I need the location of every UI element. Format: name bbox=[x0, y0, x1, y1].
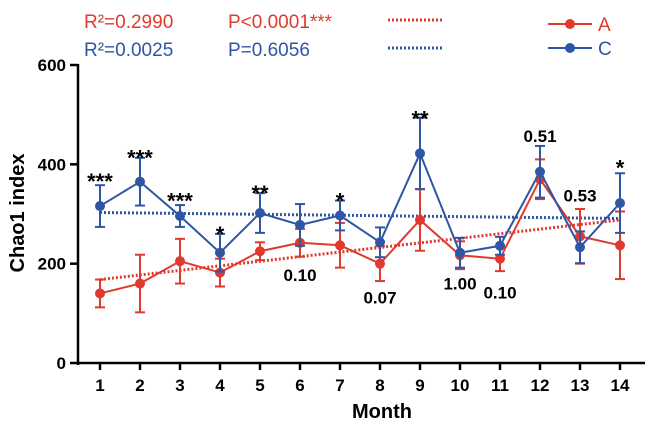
x-tick-label-2: 2 bbox=[135, 376, 144, 395]
point-c-3 bbox=[175, 210, 185, 221]
annotation-month-13: 0.53 bbox=[563, 187, 596, 206]
x-tick-label-6: 6 bbox=[295, 376, 304, 395]
annotation-month-3: *** bbox=[167, 189, 193, 214]
annotation-month-1: *** bbox=[87, 169, 113, 194]
point-a-11 bbox=[495, 253, 505, 264]
legend-marker-a bbox=[565, 19, 575, 29]
x-tick-label-12: 12 bbox=[531, 376, 550, 395]
x-axis-title: Month bbox=[352, 401, 412, 423]
x-tick-label-3: 3 bbox=[175, 376, 184, 395]
point-c-9 bbox=[415, 148, 425, 159]
point-a-7 bbox=[335, 240, 345, 251]
y-ticks: 0 200 400 600 bbox=[38, 56, 78, 373]
point-c-2 bbox=[135, 176, 145, 187]
legend-label-a: A bbox=[598, 15, 611, 36]
stats-header: R²=0.2990 P<0.0001*** R²=0.0025 P=0.6056 bbox=[84, 12, 442, 61]
point-a-5 bbox=[255, 246, 265, 257]
point-a-8 bbox=[375, 258, 385, 269]
annotation-month-12: 0.51 bbox=[523, 127, 556, 146]
trend-line-a bbox=[99, 218, 621, 282]
x-tick-label-9: 9 bbox=[415, 376, 424, 395]
annotation-month-8: 0.07 bbox=[363, 288, 396, 307]
point-c-13 bbox=[575, 242, 585, 253]
y-tick-label-0: 0 bbox=[57, 354, 66, 373]
point-c-6 bbox=[295, 219, 305, 230]
x-tick-label-8: 8 bbox=[375, 376, 384, 395]
point-a-3 bbox=[175, 256, 185, 267]
point-c-10 bbox=[455, 247, 465, 258]
y-tick-label-600: 600 bbox=[38, 56, 66, 75]
point-a-1 bbox=[95, 288, 105, 299]
trend-line-c bbox=[99, 211, 621, 220]
annotation-month-4: * bbox=[216, 222, 225, 247]
point-a-9 bbox=[415, 214, 425, 225]
point-c-5 bbox=[255, 208, 265, 219]
point-a-2 bbox=[135, 278, 145, 289]
x-ticks: 1 2 3 4 5 6 7 8 9 10 11 12 13 14 bbox=[95, 363, 630, 395]
x-tick-label-7: 7 bbox=[335, 376, 344, 395]
point-c-7 bbox=[335, 210, 345, 221]
annotation-month-7: * bbox=[336, 189, 345, 214]
series-line-c bbox=[99, 150, 621, 255]
stat-c-r2: R²=0.0025 bbox=[84, 40, 173, 61]
x-tick-label-10: 10 bbox=[451, 376, 470, 395]
annotation-month-2: *** bbox=[127, 145, 153, 170]
x-tick-label-13: 13 bbox=[571, 376, 590, 395]
stat-a-r2: R²=0.2990 bbox=[84, 12, 173, 33]
x-tick-label-11: 11 bbox=[491, 376, 509, 395]
annotations: ************0.10*0.07**1.00 0.100.510.53* bbox=[87, 107, 625, 308]
point-c-1 bbox=[95, 201, 105, 212]
point-c-12 bbox=[535, 166, 545, 177]
legend: A C bbox=[548, 15, 612, 60]
series-line-a bbox=[99, 177, 621, 295]
annotation-month-6: 0.10 bbox=[283, 266, 316, 285]
annotation-month-5: ** bbox=[251, 181, 269, 206]
annotation-month-14: * bbox=[616, 155, 625, 180]
x-tick-label-1: 1 bbox=[95, 376, 104, 395]
point-c-4 bbox=[215, 247, 225, 258]
point-c-8 bbox=[375, 237, 385, 248]
series-layer bbox=[95, 116, 625, 314]
series-c bbox=[95, 116, 625, 273]
y-tick-label-200: 200 bbox=[38, 255, 66, 274]
point-c-11 bbox=[495, 240, 505, 251]
trend-lines bbox=[99, 211, 621, 282]
annotation-month-10: 1.00 bbox=[443, 274, 476, 293]
legend-label-c: C bbox=[598, 39, 612, 60]
y-tick-label-400: 400 bbox=[38, 155, 66, 174]
stat-c-p: P=0.6056 bbox=[228, 40, 310, 61]
x-tick-label-5: 5 bbox=[255, 376, 264, 395]
point-c-14 bbox=[615, 198, 625, 209]
x-tick-label-4: 4 bbox=[215, 376, 225, 395]
stat-a-p: P<0.0001*** bbox=[228, 12, 333, 33]
annotation-month-11: 0.10 bbox=[483, 283, 516, 302]
legend-marker-c bbox=[565, 43, 575, 53]
y-axis-title: Chao1 index bbox=[7, 154, 29, 273]
annotation-month-9: ** bbox=[411, 107, 429, 132]
point-a-14 bbox=[615, 240, 625, 251]
x-tick-label-14: 14 bbox=[611, 376, 630, 395]
